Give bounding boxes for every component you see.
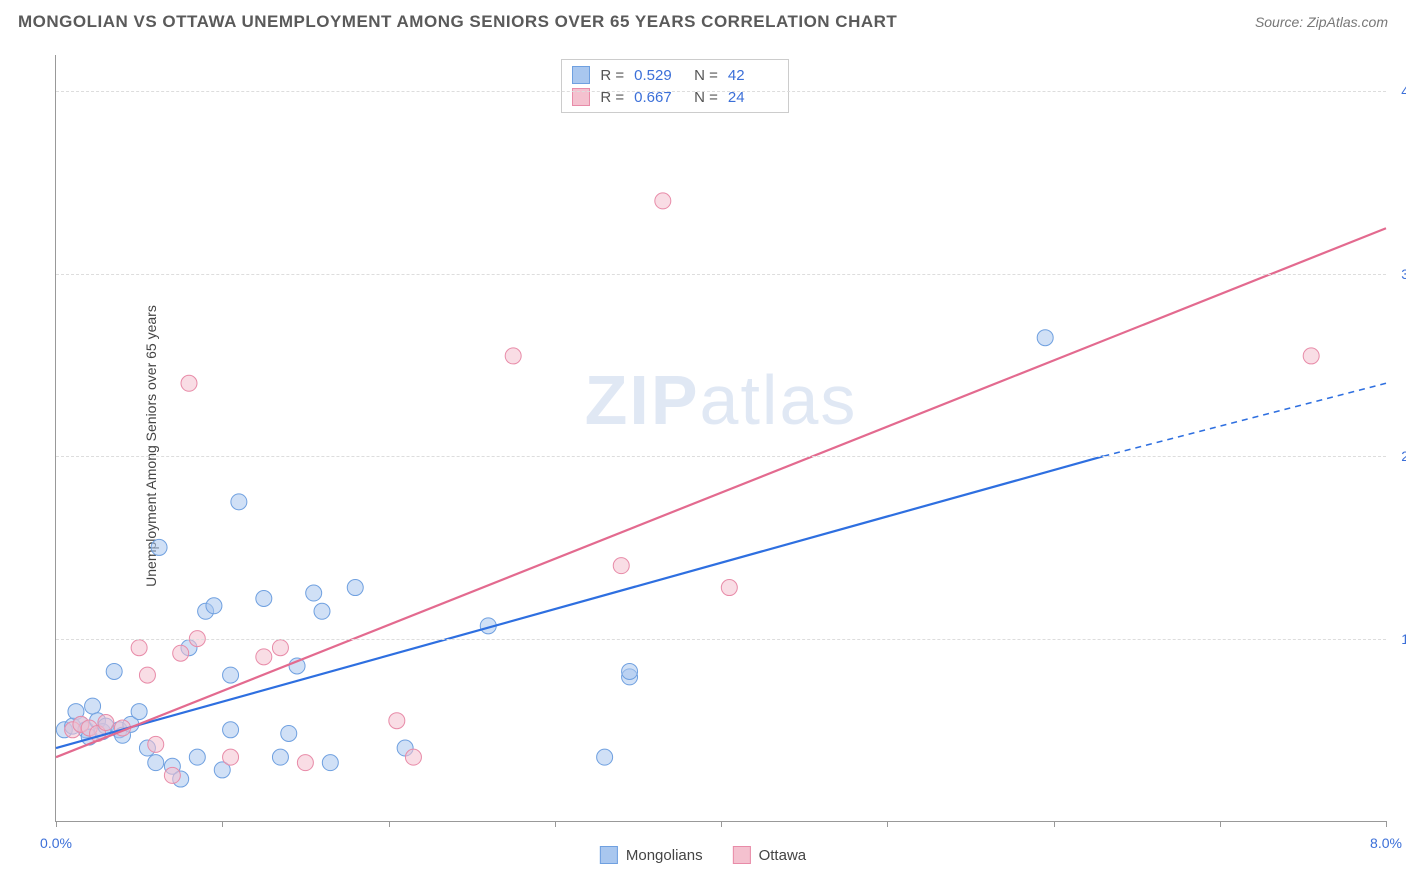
scatter-point [85, 698, 101, 714]
scatter-point [223, 667, 239, 683]
scatter-point [613, 558, 629, 574]
scatter-point [173, 645, 189, 661]
scatter-point [272, 749, 288, 765]
scatter-point [256, 590, 272, 606]
scatter-point [272, 640, 288, 656]
scatter-point [223, 749, 239, 765]
chart-source: Source: ZipAtlas.com [1255, 14, 1388, 30]
x-tick-label: 0.0% [40, 835, 72, 851]
scatter-point [347, 580, 363, 596]
scatter-point [148, 755, 164, 771]
legend-item-ottawa: Ottawa [733, 846, 807, 864]
trend-line-extrapolated [1103, 383, 1386, 456]
scatter-point [231, 494, 247, 510]
scatter-point [106, 663, 122, 679]
x-tick [887, 821, 888, 827]
stats-row-ottawa: R = 0.667 N = 24 [572, 86, 778, 108]
scatter-point [148, 736, 164, 752]
x-tick-label: 8.0% [1370, 835, 1402, 851]
scatter-point [405, 749, 421, 765]
gridline [56, 274, 1386, 275]
trend-line [56, 228, 1386, 757]
chart-title: MONGOLIAN VS OTTAWA UNEMPLOYMENT AMONG S… [18, 12, 897, 32]
scatter-point [256, 649, 272, 665]
scatter-svg [56, 55, 1386, 821]
scatter-point [297, 755, 313, 771]
stats-row-mongolians: R = 0.529 N = 42 [572, 64, 778, 86]
y-tick-label: 30.0% [1401, 266, 1406, 282]
x-tick [1386, 821, 1387, 827]
plot-area: ZIPatlas R = 0.529 N = 42 R = 0.667 N = … [55, 55, 1386, 822]
scatter-point [306, 585, 322, 601]
y-tick-label: 10.0% [1401, 631, 1406, 647]
scatter-point [597, 749, 613, 765]
scatter-point [206, 598, 222, 614]
scatter-point [281, 725, 297, 741]
scatter-point [389, 713, 405, 729]
scatter-point [322, 755, 338, 771]
scatter-point [139, 667, 155, 683]
series-legend: Mongolians Ottawa [600, 846, 806, 864]
scatter-point [223, 722, 239, 738]
gridline [56, 456, 1386, 457]
scatter-point [622, 663, 638, 679]
gridline [56, 639, 1386, 640]
scatter-point [164, 767, 180, 783]
scatter-point [98, 715, 114, 731]
scatter-point [655, 193, 671, 209]
chart-header: MONGOLIAN VS OTTAWA UNEMPLOYMENT AMONG S… [0, 0, 1406, 40]
scatter-point [181, 375, 197, 391]
x-tick [1054, 821, 1055, 827]
scatter-point [1037, 330, 1053, 346]
scatter-point [189, 749, 205, 765]
legend-item-mongolians: Mongolians [600, 846, 703, 864]
legend-swatch-mongolians [600, 846, 618, 864]
scatter-point [131, 704, 147, 720]
scatter-point [505, 348, 521, 364]
x-tick [555, 821, 556, 827]
scatter-point [151, 539, 167, 555]
legend-swatch-ottawa [733, 846, 751, 864]
scatter-point [131, 640, 147, 656]
y-tick-label: 20.0% [1401, 448, 1406, 464]
scatter-point [721, 580, 737, 596]
x-tick [56, 821, 57, 827]
x-tick [1220, 821, 1221, 827]
x-tick [389, 821, 390, 827]
swatch-mongolians [572, 66, 590, 84]
x-tick [222, 821, 223, 827]
y-tick-label: 40.0% [1401, 83, 1406, 99]
x-tick [721, 821, 722, 827]
scatter-point [314, 603, 330, 619]
stats-legend: R = 0.529 N = 42 R = 0.667 N = 24 [561, 59, 789, 113]
scatter-point [1303, 348, 1319, 364]
gridline [56, 91, 1386, 92]
